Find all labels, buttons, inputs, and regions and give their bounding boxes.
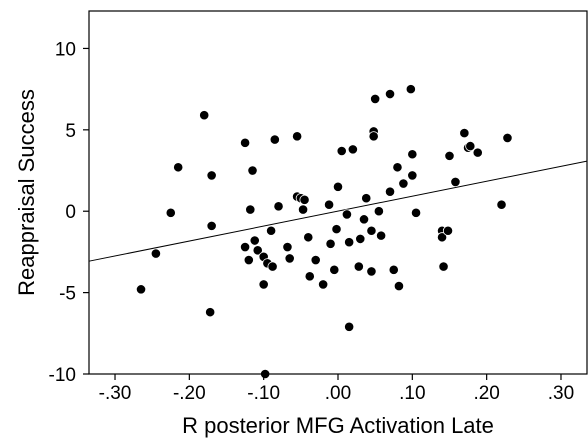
data-point [247, 165, 258, 176]
data-point [292, 131, 303, 142]
data-point [398, 178, 409, 189]
data-point [353, 261, 364, 272]
fit-line [88, 160, 588, 262]
x-tick-label: -.10 [247, 383, 280, 404]
data-point [450, 176, 461, 188]
marks-layer [88, 84, 588, 380]
data-point [444, 150, 455, 161]
data-point [239, 137, 251, 148]
data-point [472, 147, 483, 158]
data-point [269, 134, 280, 145]
data-point [266, 225, 277, 236]
data-point [361, 193, 372, 204]
data-point [273, 201, 284, 212]
data-point [459, 127, 470, 139]
data-point [407, 170, 418, 181]
data-point [165, 207, 176, 218]
data-point [297, 204, 309, 215]
data-point [366, 225, 377, 236]
x-tick-label: .20 [473, 383, 499, 404]
data-point [243, 254, 254, 266]
data-point [405, 84, 416, 95]
data-point [331, 224, 342, 235]
data-point [502, 132, 513, 144]
data-point [438, 261, 449, 272]
data-point [282, 241, 293, 253]
y-axis-title: Reappraisal Success [14, 89, 39, 296]
data-point [332, 181, 344, 192]
data-point [344, 237, 355, 248]
x-tick-label: .10 [399, 383, 425, 404]
data-point [206, 220, 217, 231]
data-point [150, 248, 161, 259]
data-point [366, 266, 377, 277]
x-tick-label: -.20 [173, 383, 206, 404]
data-point [325, 238, 336, 249]
data-point [442, 225, 454, 236]
data-point [392, 162, 403, 173]
data-point [252, 245, 263, 256]
data-point [388, 264, 399, 275]
data-point [465, 141, 476, 152]
data-point [304, 271, 315, 282]
y-tick-label: 10 [55, 39, 76, 60]
data-point [336, 145, 347, 157]
data-point [310, 254, 321, 266]
data-point [370, 93, 381, 105]
data-point [239, 241, 251, 253]
data-point [303, 232, 314, 243]
data-point [373, 206, 384, 217]
data-point [258, 279, 269, 290]
y-tick-label: 5 [65, 121, 76, 142]
data-point [376, 230, 387, 241]
data-point [496, 199, 507, 210]
data-point [341, 209, 353, 220]
data-point [329, 264, 340, 275]
x-axis-title: R posterior MFG Activation Late [182, 413, 494, 438]
data-point [299, 194, 310, 205]
data-point [344, 321, 355, 332]
data-point [206, 170, 217, 181]
y-tick-label: -10 [49, 365, 76, 386]
data-point [436, 232, 448, 243]
data-point [318, 279, 329, 290]
x-tick-label: -.30 [99, 383, 132, 404]
ticks-layer: -.30 -.20 -.10 .00 .10 .20 .30 10 5 0 -5 -10 [49, 39, 575, 404]
y-tick-label: -5 [59, 284, 76, 305]
data-point [347, 144, 358, 155]
plot-frame [88, 10, 588, 375]
y-tick-label: 0 [65, 202, 76, 223]
data-point [199, 110, 210, 121]
data-point [358, 214, 370, 225]
data-point [323, 199, 335, 210]
data-point [284, 253, 295, 264]
x-tick-label: .30 [548, 383, 574, 404]
data-point [384, 186, 396, 197]
data-point [355, 233, 366, 244]
data-point [267, 261, 278, 272]
data-point [384, 88, 396, 100]
x-tick-label: .00 [325, 383, 351, 404]
data-point [245, 204, 256, 215]
data-point [393, 280, 405, 292]
data-point [173, 162, 184, 173]
data-point [410, 207, 422, 218]
data-point [249, 235, 260, 246]
data-point [407, 149, 418, 160]
data-point [205, 307, 216, 318]
data-point [368, 131, 379, 142]
data-point [135, 284, 147, 295]
